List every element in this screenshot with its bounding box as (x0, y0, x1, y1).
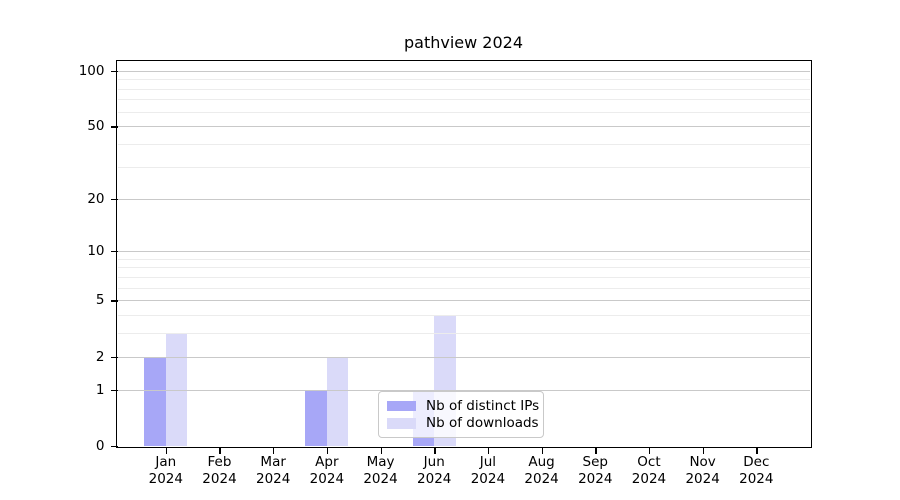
x-tick-month: Aug (528, 454, 555, 470)
x-tick-year: 2024 (309, 471, 345, 487)
x-tick-month: Oct (637, 454, 661, 470)
y-tick-label-0: 0 (95, 438, 105, 454)
y-tick-10 (111, 251, 118, 253)
x-tick-year: 2024 (578, 471, 613, 487)
plot-area (117, 61, 810, 446)
x-tick-label-apr: Apr 2024 (297, 454, 357, 488)
gridline-minor-40 (117, 144, 810, 146)
x-tick-year: 2024 (524, 471, 559, 487)
gridline-minor-8 (117, 267, 810, 269)
x-tick-year: 2024 (363, 471, 398, 487)
gridline-minor-4 (117, 315, 810, 317)
x-tick-jul (487, 447, 490, 454)
x-tick-mar (273, 447, 275, 454)
gridline-major-5 (117, 300, 810, 302)
x-tick-month: Sep (582, 454, 608, 470)
x-tick-feb (219, 447, 221, 454)
x-tick-oct (648, 447, 651, 454)
gridline-major-2 (117, 356, 810, 358)
gridline-major-10 (117, 251, 810, 253)
gridline-minor-7 (117, 276, 810, 278)
x-tick-year: 2024 (631, 471, 667, 487)
x-tick-nov (702, 447, 704, 454)
gridline-major-100 (117, 70, 810, 72)
bar-jan-nb-of-distinct-ips (144, 356, 166, 446)
y-tick-label-20: 20 (87, 190, 105, 207)
legend-entry-distinct-ips: Nb of distinct IPs (387, 397, 540, 414)
x-tick-dec (756, 447, 758, 454)
y-tick-label-1: 1 (95, 381, 105, 398)
chart-title: pathview 2024 (403, 33, 524, 52)
gridline-major-20 (117, 198, 810, 200)
y-tick-label-2: 2 (95, 348, 105, 365)
x-tick-label-jun: Jun 2024 (404, 454, 464, 488)
x-tick-month: Mar (260, 454, 286, 470)
x-tick-label-sep: Sep 2024 (565, 454, 625, 488)
x-tick-month: Jun (423, 454, 445, 470)
gridline-minor-60 (117, 111, 810, 113)
legend: Nb of distinct IPs Nb of downloads (378, 391, 544, 438)
x-tick-month: Nov (689, 454, 716, 470)
legend-label-downloads: Nb of downloads (426, 415, 539, 432)
y-tick-0 (111, 446, 118, 448)
gridline-minor-3 (117, 333, 810, 335)
x-tick-year: 2024 (470, 471, 506, 487)
gridline-major-50 (117, 126, 810, 128)
y-tick-20 (111, 198, 118, 200)
x-tick-label-jul: Jul 2024 (458, 454, 518, 488)
legend-swatch-downloads (387, 418, 416, 429)
x-tick-apr (326, 447, 329, 454)
y-tick-2 (111, 356, 118, 358)
x-tick-label-mar: Mar 2024 (243, 454, 303, 488)
y-tick-label-10: 10 (87, 243, 105, 260)
y-tick-label-50: 50 (87, 118, 105, 135)
y-tick-label-100: 100 (78, 62, 105, 79)
x-tick-year: 2024 (255, 471, 291, 487)
x-tick-may (380, 447, 382, 454)
x-tick-month: Jul (479, 454, 497, 470)
x-tick-year: 2024 (202, 471, 237, 487)
y-tick-label-5: 5 (95, 292, 105, 309)
legend-entry-downloads: Nb of downloads (387, 415, 539, 432)
legend-swatch-distinct-ips (387, 400, 416, 411)
y-tick-100 (111, 70, 118, 73)
legend-label-distinct-ips: Nb of distinct IPs (426, 397, 540, 414)
gridline-minor-90 (117, 79, 810, 81)
x-tick-month: Apr (315, 454, 339, 470)
x-tick-year: 2024 (739, 471, 774, 487)
gridline-minor-80 (117, 88, 810, 90)
x-tick-label-jan: Jan 2024 (136, 454, 196, 488)
y-tick-50 (111, 126, 118, 128)
gridline-minor-9 (117, 258, 810, 260)
x-tick-label-feb: Feb 2024 (189, 454, 249, 488)
x-tick-sep (595, 447, 597, 454)
x-tick-month: Feb (207, 454, 232, 470)
gridline-minor-70 (117, 99, 810, 101)
x-tick-label-dec: Dec 2024 (726, 454, 786, 488)
x-tick-aug (541, 447, 543, 454)
bar-apr-nb-of-distinct-ips (305, 389, 327, 446)
x-tick-label-nov: Nov 2024 (673, 454, 733, 488)
x-tick-label-may: May 2024 (351, 454, 411, 488)
x-tick-year: 2024 (417, 471, 452, 487)
x-tick-label-oct: Oct 2024 (619, 454, 679, 488)
x-tick-jun (434, 447, 436, 454)
y-tick-5 (111, 300, 118, 302)
x-tick-month: Jan (155, 454, 177, 470)
x-tick-label-aug: Aug 2024 (512, 454, 572, 488)
gridline-major-1 (117, 389, 810, 391)
gridline-minor-30 (117, 166, 810, 168)
y-tick-1 (111, 389, 118, 391)
gridline-minor-6 (117, 287, 810, 289)
x-tick-jan (165, 447, 168, 454)
x-tick-year: 2024 (148, 471, 183, 487)
x-tick-year: 2024 (685, 471, 720, 487)
x-tick-month: May (366, 454, 395, 470)
x-tick-month: Dec (743, 454, 770, 470)
bar-apr-nb-of-downloads (326, 356, 349, 446)
